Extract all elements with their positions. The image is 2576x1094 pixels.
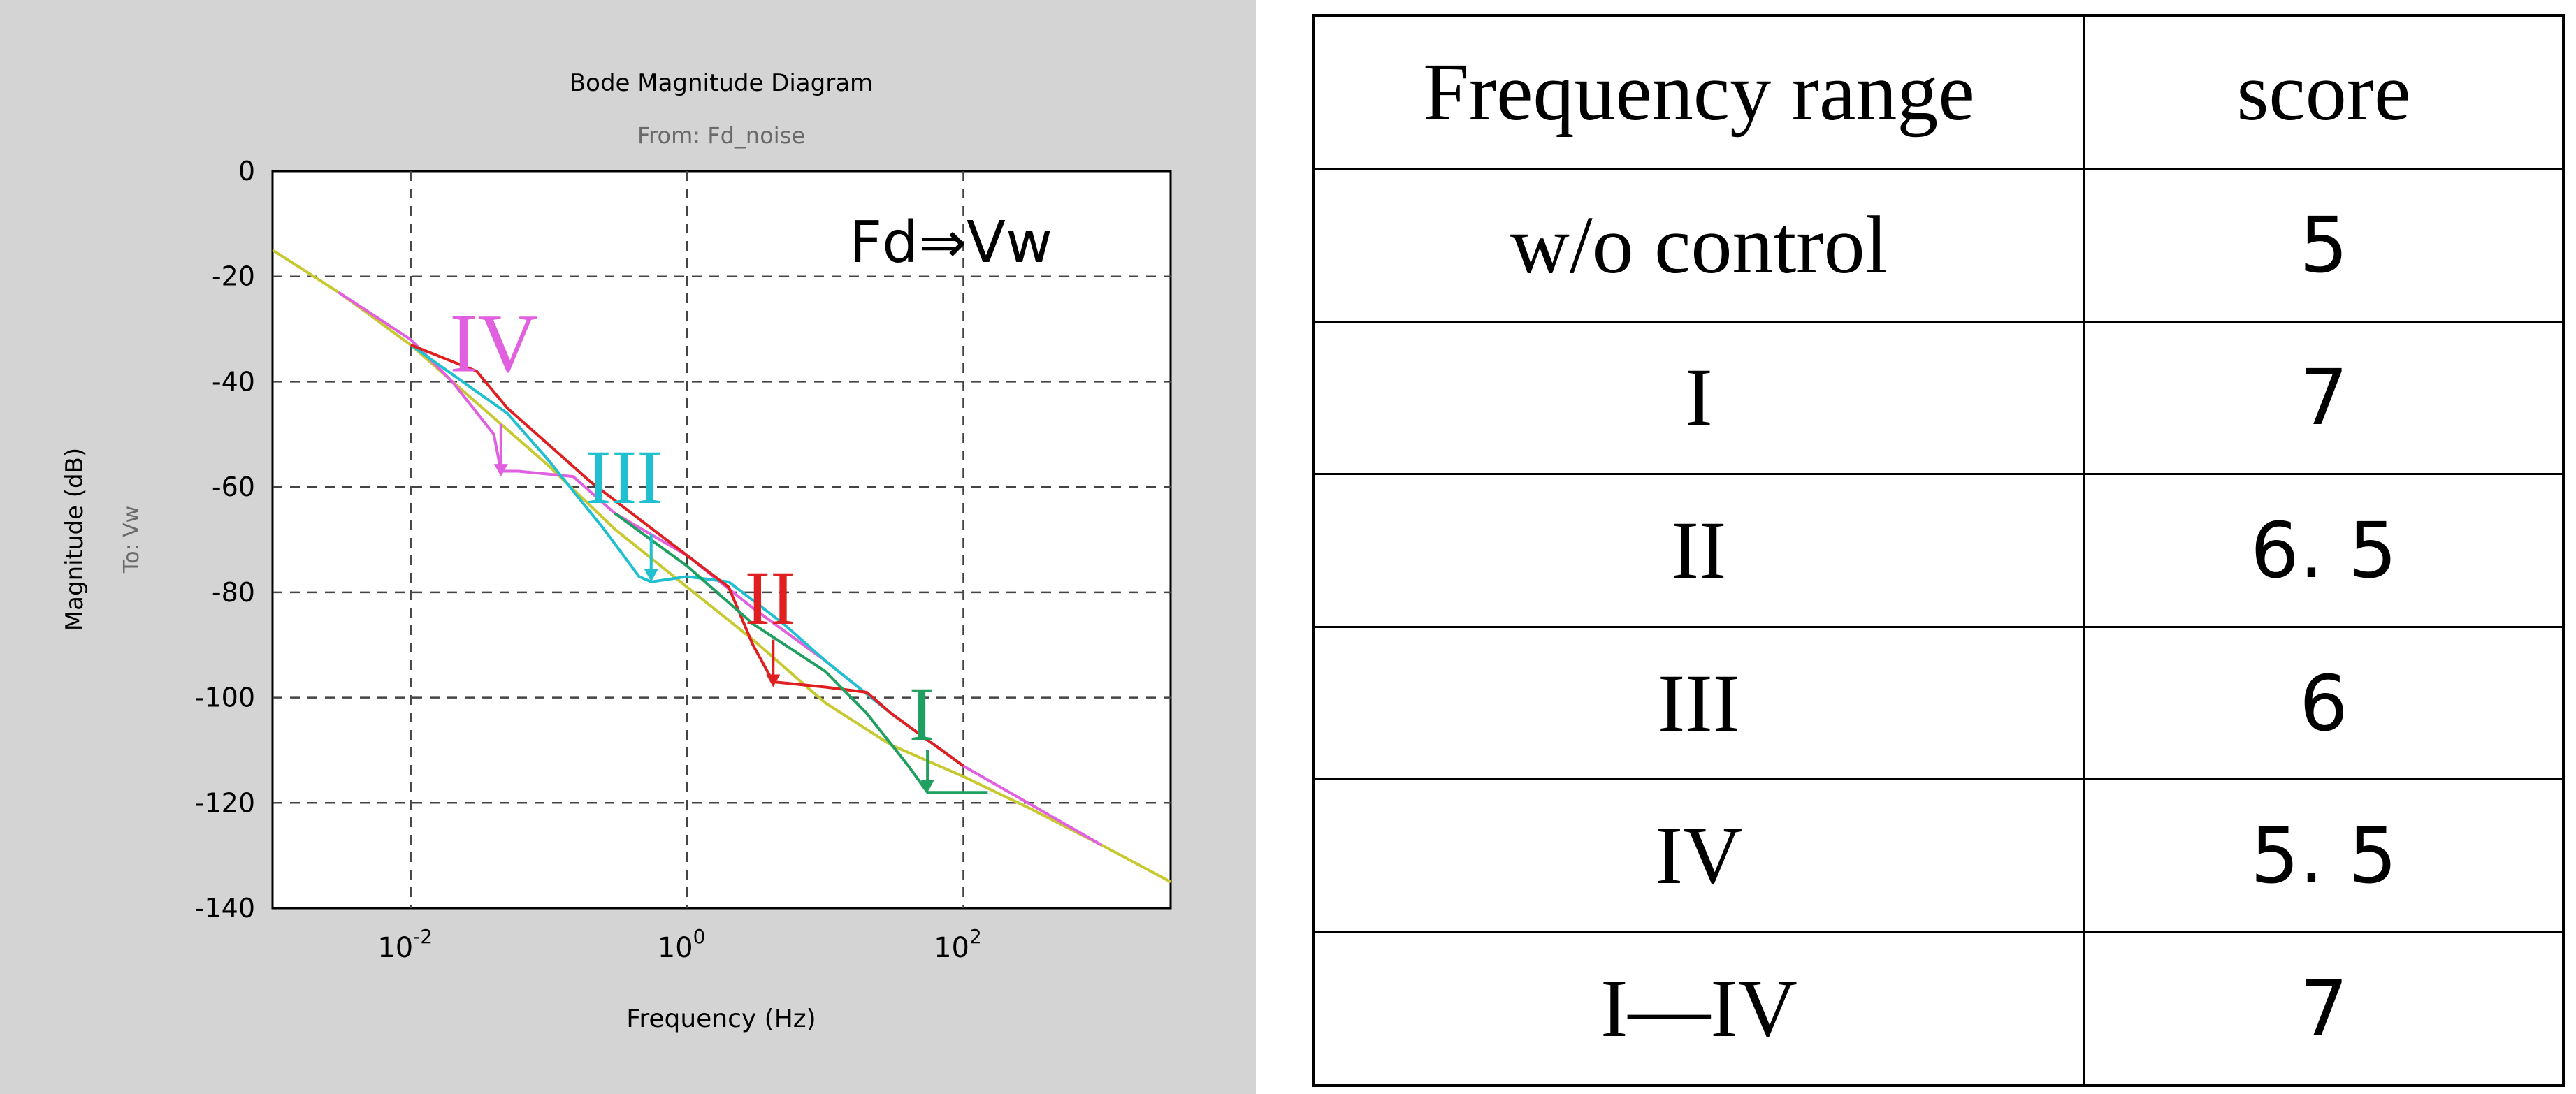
series-line <box>271 249 1171 884</box>
score-cell: 6 <box>2083 625 2565 781</box>
transfer-annotation: Fd⇒Vw <box>849 210 1052 276</box>
x-tick-label: 10-2 <box>377 925 433 964</box>
bode-figure-panel: IV III II I 0 -20 -40 -60 -80 -100 -120 -140 10-2 1… <box>0 0 1256 1094</box>
plot-area <box>271 170 1172 910</box>
table-header-row: Frequency range score <box>1312 14 2565 170</box>
x-axis-label: Frequency (Hz) <box>626 1005 816 1033</box>
range-cell: III <box>1312 625 2085 781</box>
range-cell: I <box>1312 320 2085 476</box>
arrow-head <box>644 569 658 582</box>
chart-subtitle: From: Fd_noise <box>637 122 805 149</box>
table-row: III 6 <box>1312 625 2565 781</box>
score-cell: 6. 5 <box>2083 473 2565 628</box>
y-tick-label: -80 <box>212 577 255 608</box>
y-tick-label: -40 <box>212 366 255 397</box>
x-tick-label: 102 <box>934 925 982 964</box>
range-cell: IV <box>1312 778 2085 934</box>
range-cell: I—IV <box>1312 931 2085 1087</box>
y-axis-secondary-label: To: Vw <box>120 506 144 574</box>
header-frequency-range: Frequency range <box>1312 14 2085 170</box>
arrow-head <box>920 780 935 793</box>
x-tick-label: 100 <box>658 925 706 964</box>
annotation-arrows <box>493 423 935 793</box>
series-label: II <box>744 555 795 641</box>
score-cell: 5 <box>2083 167 2565 323</box>
y-axis-label: Magnitude (dB) <box>61 448 89 631</box>
table-row: IV 5. 5 <box>1312 778 2565 934</box>
series-label: I <box>909 671 935 757</box>
chart-title: Bode Magnitude Diagram <box>570 69 873 97</box>
table-row: II 6. 5 <box>1312 473 2565 628</box>
table-row: I 7 <box>1312 320 2565 476</box>
series-line <box>410 344 964 768</box>
y-tick-label: -140 <box>195 893 255 924</box>
score-cell: 5. 5 <box>2083 778 2565 934</box>
table-row: I—IV 7 <box>1312 931 2565 1087</box>
header-score: score <box>2083 14 2565 170</box>
range-cell: II <box>1312 473 2085 628</box>
y-tick-label: -20 <box>212 261 255 292</box>
y-tick-labels: 0 -20 -40 -60 -80 -100 -120 -140 <box>195 156 255 924</box>
series-label: III <box>586 435 663 520</box>
y-tick-label: -100 <box>195 683 255 713</box>
score-table: Frequency range score w/o control 5 I 7 … <box>1312 14 2565 1087</box>
grid-lines <box>273 171 1171 908</box>
score-cell: 7 <box>2083 931 2565 1087</box>
range-cell: w/o control <box>1312 167 2085 323</box>
arrow-head <box>493 464 508 477</box>
y-tick-label: -120 <box>195 787 255 818</box>
score-cell: 7 <box>2083 320 2565 476</box>
arrow-head <box>766 674 781 687</box>
y-tick-label: 0 <box>238 156 255 187</box>
table-row: w/o control 5 <box>1312 167 2565 323</box>
series-line <box>614 512 988 794</box>
x-tick-labels: 10-2 100 102 <box>377 925 982 964</box>
series-lines <box>271 249 1171 884</box>
score-table-body: Frequency range score w/o control 5 I 7 … <box>1312 14 2565 1087</box>
series-label: IV <box>449 296 538 389</box>
series-line <box>410 343 964 768</box>
y-tick-label: -60 <box>212 472 255 502</box>
